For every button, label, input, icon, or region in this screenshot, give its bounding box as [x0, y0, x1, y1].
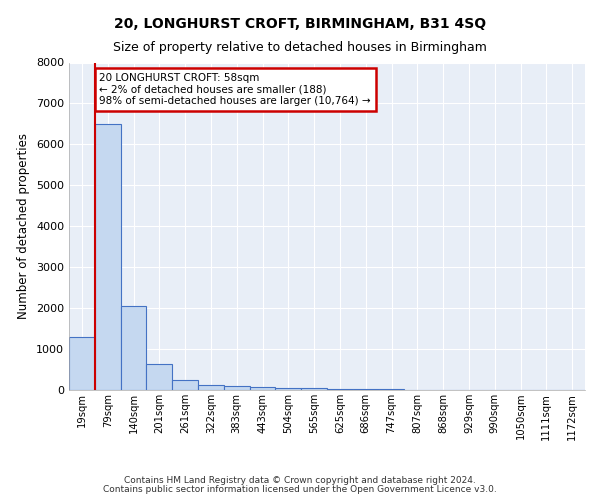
Bar: [121, 306, 146, 390]
Bar: [198, 384, 224, 390]
Bar: [250, 386, 275, 390]
Bar: [172, 380, 198, 390]
Bar: [301, 388, 327, 390]
Bar: [353, 389, 379, 390]
Y-axis label: Number of detached properties: Number of detached properties: [17, 133, 31, 320]
Bar: [95, 124, 121, 390]
Text: 20, LONGHURST CROFT, BIRMINGHAM, B31 4SQ: 20, LONGHURST CROFT, BIRMINGHAM, B31 4SQ: [114, 18, 486, 32]
Text: 20 LONGHURST CROFT: 58sqm
← 2% of detached houses are smaller (188)
98% of semi-: 20 LONGHURST CROFT: 58sqm ← 2% of detach…: [100, 72, 371, 106]
Text: Contains HM Land Registry data © Crown copyright and database right 2024.: Contains HM Land Registry data © Crown c…: [124, 476, 476, 485]
Bar: [146, 364, 172, 390]
Text: Size of property relative to detached houses in Birmingham: Size of property relative to detached ho…: [113, 41, 487, 54]
Text: Contains public sector information licensed under the Open Government Licence v3: Contains public sector information licen…: [103, 485, 497, 494]
Bar: [224, 386, 250, 390]
Bar: [275, 388, 301, 390]
Bar: [69, 337, 95, 390]
Bar: [327, 389, 353, 390]
